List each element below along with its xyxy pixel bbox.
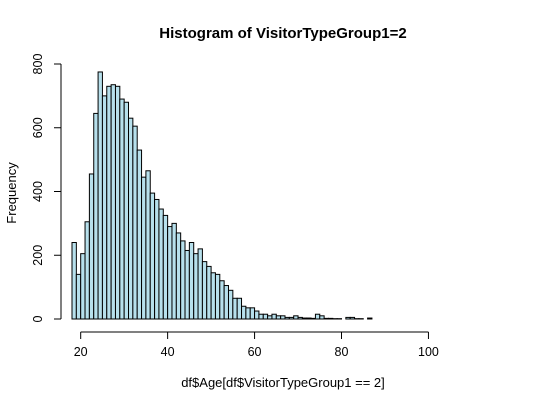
histogram-bar <box>167 226 173 320</box>
histogram-bar <box>71 242 77 320</box>
histogram-bar <box>80 253 86 320</box>
histogram-bar <box>367 317 373 320</box>
y-tick-label: 800 <box>31 54 45 75</box>
histogram-bar <box>201 261 208 320</box>
histogram-bar <box>241 305 247 320</box>
histogram-bar <box>110 84 116 320</box>
histogram-bar <box>293 315 299 320</box>
histogram-bars <box>71 71 373 320</box>
histogram-bar <box>119 98 125 320</box>
histogram-bar <box>245 307 251 320</box>
histogram-bar <box>323 317 329 320</box>
histogram-bar <box>162 214 169 320</box>
histogram-bar <box>93 112 99 320</box>
histogram-bar <box>197 248 203 320</box>
histogram-bar <box>223 285 229 320</box>
histogram-bar <box>219 280 225 320</box>
histogram-bar <box>301 317 308 320</box>
histogram-bar <box>136 149 143 320</box>
histogram-bar <box>149 192 156 320</box>
x-axis-label: df$Age[df$VisitorTypeGroup1 == 2] <box>181 375 385 390</box>
histogram-bar <box>236 297 243 320</box>
histogram-bar <box>284 316 290 320</box>
histogram-bar <box>275 315 282 320</box>
y-tick-label: 400 <box>31 181 45 202</box>
histogram-bar <box>297 316 303 320</box>
histogram-bar <box>249 307 256 320</box>
y-axis: 0 200 400 600 800 <box>31 54 62 322</box>
histogram-bar <box>101 95 108 320</box>
histogram-bar <box>349 316 356 320</box>
histogram-bar <box>193 253 199 320</box>
x-tick-label: 20 <box>74 345 88 359</box>
histogram-bar <box>262 313 269 320</box>
histogram-bar <box>188 242 195 320</box>
histogram-bar <box>145 170 151 320</box>
x-tick-label: 100 <box>418 345 439 359</box>
y-tick-label: 600 <box>31 117 45 138</box>
histogram-bar <box>88 173 95 320</box>
x-axis: 20 40 60 80 100 <box>74 331 439 359</box>
histogram-bar <box>184 249 190 320</box>
x-tick-label: 60 <box>248 345 262 359</box>
x-tick-label: 80 <box>335 345 349 359</box>
y-tick-label: 0 <box>31 315 45 322</box>
histogram-bar <box>271 313 277 320</box>
histogram-bar <box>84 221 90 320</box>
histogram-bar <box>254 310 260 320</box>
histogram-bar <box>123 101 130 320</box>
histogram-bar <box>171 222 177 320</box>
histogram-bar <box>310 317 316 320</box>
y-axis-label: Frequency <box>4 162 19 224</box>
histogram-bar <box>227 289 234 320</box>
histogram-bar <box>106 85 112 320</box>
histogram-bar <box>214 273 221 320</box>
histogram-bar <box>206 265 212 320</box>
histogram-bar <box>314 313 321 320</box>
y-tick-label: 200 <box>31 245 45 266</box>
chart-title: Histogram of VisitorTypeGroup1=2 <box>159 25 406 42</box>
histogram-bar <box>319 315 325 320</box>
histogram-bar <box>114 85 121 320</box>
x-tick-label: 40 <box>161 345 175 359</box>
histogram-bar <box>327 317 334 320</box>
histogram-bar <box>141 176 147 320</box>
histogram-bar <box>180 240 186 320</box>
histogram-bar <box>132 125 138 320</box>
histogram-bar <box>158 208 164 320</box>
histogram-bar <box>258 313 264 320</box>
histogram-bar <box>280 315 286 320</box>
histogram-bar <box>306 317 312 320</box>
histogram-bar <box>75 273 82 320</box>
histogram-bar <box>267 315 273 320</box>
histogram-bar <box>345 316 351 320</box>
histogram-bar <box>232 297 238 320</box>
histogram-bar <box>210 272 216 320</box>
histogram-bar <box>97 71 103 320</box>
histogram-bar <box>288 316 295 320</box>
histogram-bar <box>154 198 160 320</box>
histogram-bar <box>175 232 182 320</box>
histogram-bar <box>128 117 134 320</box>
